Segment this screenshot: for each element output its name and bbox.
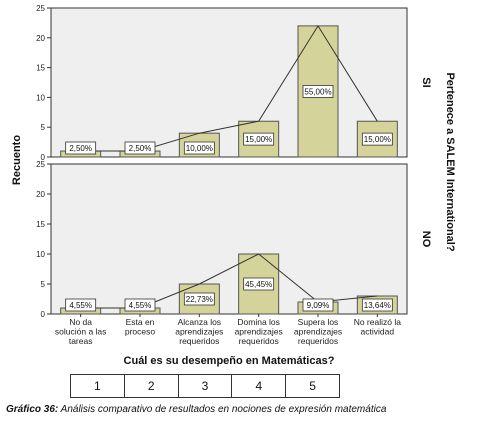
data-label-box bbox=[361, 298, 393, 312]
data-label: 22,73% bbox=[186, 295, 213, 304]
data-label-box bbox=[65, 141, 97, 155]
y-tick-label: 5 bbox=[41, 123, 46, 132]
y-tick-label: 15 bbox=[36, 64, 45, 73]
panel-axis-title: Pertenece a SALEM International? bbox=[444, 72, 456, 251]
data-label: 13,64% bbox=[364, 301, 391, 310]
data-label-box bbox=[302, 85, 334, 98]
y-tick-label: 25 bbox=[36, 160, 45, 169]
y-tick-label: 0 bbox=[41, 310, 46, 319]
x-category-label: requeridos bbox=[239, 336, 279, 346]
caption-text: Análisis comparativo de resultados en no… bbox=[58, 404, 387, 415]
x-category-label: No da bbox=[69, 317, 92, 327]
y-tick-label: 25 bbox=[36, 4, 45, 13]
y-tick-label: 20 bbox=[36, 34, 45, 43]
x-axis-title: Cuál es su desempeño en Matemáticas? bbox=[124, 355, 335, 367]
data-label: 2,50% bbox=[129, 144, 152, 153]
x-category-label: proceso bbox=[125, 327, 156, 337]
x-category-label: aprendizajes bbox=[235, 327, 283, 337]
key-cell-3: 3 bbox=[177, 375, 232, 397]
data-label-box bbox=[183, 141, 215, 155]
y-tick-label: 10 bbox=[36, 250, 45, 259]
data-label-box bbox=[243, 277, 275, 291]
data-label-box bbox=[243, 132, 275, 146]
panel-label-si: SI bbox=[420, 77, 432, 87]
x-category-label: No realizó la bbox=[354, 317, 402, 327]
key-cell-1: 1 bbox=[94, 379, 101, 393]
x-category-label: Alcanza los bbox=[178, 317, 221, 327]
x-category-label: tareas bbox=[69, 336, 93, 346]
data-label: 15,00% bbox=[364, 135, 391, 144]
figure-caption: Gráfico 36: Análisis comparativo de resu… bbox=[6, 404, 386, 415]
data-label-box bbox=[302, 298, 334, 312]
y-axis-title: Recuento bbox=[11, 135, 23, 185]
x-category-label: aprendizajes bbox=[294, 327, 342, 337]
panel-0-background bbox=[50, 7, 408, 158]
data-label: 9,09% bbox=[307, 301, 330, 310]
data-label: 4,55% bbox=[129, 301, 152, 310]
data-label: 10,00% bbox=[186, 144, 213, 153]
x-category-label: aprendizajes bbox=[175, 327, 223, 337]
x-category-label: requeridos bbox=[179, 336, 219, 346]
data-label: 2,50% bbox=[69, 144, 92, 153]
key-cell-4: 4 bbox=[231, 375, 285, 397]
data-label-box bbox=[124, 141, 156, 155]
y-tick-label: 15 bbox=[36, 220, 45, 229]
x-category-label: Domina los bbox=[237, 317, 280, 327]
data-label-box bbox=[183, 292, 215, 306]
chart: 0 5 10 15 20 25 2,50% 2,50% 10,00% 15,00% 55,00% 15… bbox=[11, 4, 456, 367]
x-category-label: Esta en bbox=[126, 317, 155, 327]
key-cell-5: 5 bbox=[285, 375, 339, 397]
y-tick-label: 10 bbox=[36, 93, 45, 102]
data-label: 4,55% bbox=[69, 301, 92, 310]
caption-label: Gráfico 36: bbox=[6, 404, 59, 415]
panel-label-no: NO bbox=[420, 231, 432, 248]
y-tick-label: 20 bbox=[36, 190, 45, 199]
panel-1-background bbox=[50, 163, 408, 315]
data-label-box bbox=[65, 298, 97, 312]
x-category-label: Supera los bbox=[298, 317, 339, 327]
key-cell-2: 2 bbox=[123, 375, 178, 397]
data-label: 45,45% bbox=[245, 280, 272, 289]
y-tick-label: 5 bbox=[41, 280, 46, 289]
x-category-label: requeridos bbox=[298, 336, 338, 346]
y-tick-label: 0 bbox=[41, 153, 46, 162]
data-label: 15,00% bbox=[245, 135, 272, 144]
data-label-box bbox=[361, 132, 393, 146]
x-category-label: actividad bbox=[361, 327, 395, 337]
data-label-box bbox=[124, 298, 156, 312]
x-category-label: solución a las bbox=[55, 327, 107, 337]
data-label: 55,00% bbox=[304, 87, 331, 96]
